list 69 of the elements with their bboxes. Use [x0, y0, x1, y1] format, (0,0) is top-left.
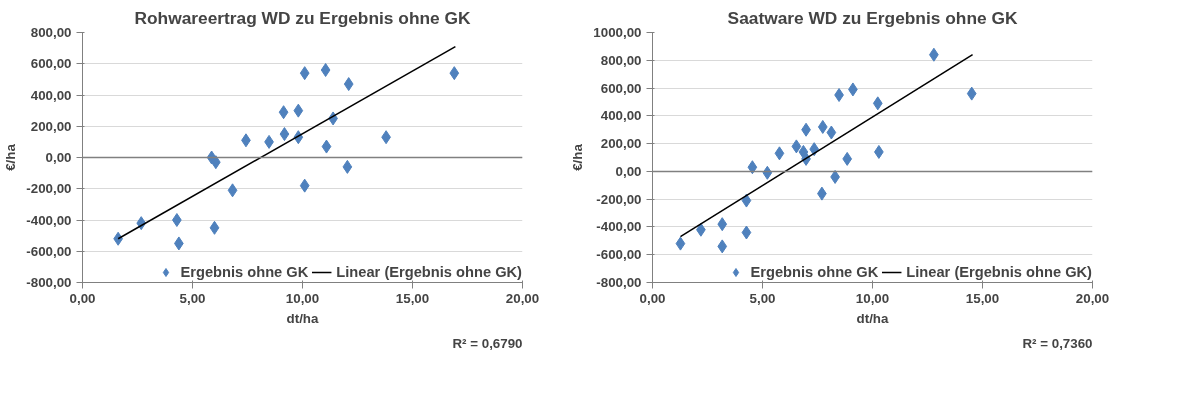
x-tick-label: 20,00 [505, 290, 540, 306]
y-tick-label: 800,00 [30, 25, 72, 40]
y-tick-label: 600,00 [600, 80, 642, 96]
legend-label: Ergebnis ohne GK [750, 264, 879, 280]
point [872, 96, 883, 111]
y-tick-label: 0,00 [45, 150, 72, 165]
point [209, 220, 220, 235]
y-tick-label: 400,00 [30, 87, 72, 103]
x-tick-label: 15,00 [965, 290, 1000, 306]
point [774, 146, 785, 161]
point [172, 213, 182, 227]
x-tick-label: 15,00 [395, 290, 430, 306]
x-axis-title: dt/ha [856, 310, 890, 326]
y-tick-label: -800,00 [596, 275, 642, 290]
point [717, 217, 728, 232]
y-axis-title: €/ha [570, 143, 586, 171]
point [966, 86, 977, 101]
point [747, 160, 758, 175]
x-tick-label: 20,00 [1075, 290, 1110, 306]
point [342, 159, 353, 174]
text: R² = 0,6790 [452, 335, 523, 351]
y-tick-label: -600,00 [26, 243, 72, 259]
y-axis-title: €/ha [3, 143, 19, 171]
point [278, 105, 289, 120]
x-tick-label: 10,00 [285, 290, 320, 306]
y-tick-label: -600,00 [596, 247, 642, 263]
y-tick-label: 1000,00 [593, 25, 642, 40]
point [293, 103, 304, 118]
y-tick-label: -400,00 [596, 219, 642, 235]
point [791, 139, 802, 154]
point [817, 119, 828, 134]
point [210, 155, 221, 170]
x-tick-label: 5,00 [749, 290, 776, 306]
point [449, 66, 460, 81]
chart-title: Rohwareertrag WD zu Ergebnis ohne GK [134, 7, 471, 28]
y-tick-label: 800,00 [600, 52, 642, 68]
point [343, 77, 354, 92]
x-tick-label: 0,00 [639, 290, 666, 306]
y-tick-label: 600,00 [30, 56, 72, 72]
point [227, 183, 238, 198]
point [279, 127, 290, 142]
point [299, 178, 310, 193]
y-tick-label: -200,00 [26, 181, 72, 197]
legend-label: Linear (Ergebnis ohne GK) [336, 264, 522, 280]
point [741, 225, 752, 240]
point [320, 63, 331, 77]
point [741, 193, 752, 208]
text: R² = 0,7360 [1022, 335, 1093, 351]
point [675, 236, 686, 251]
y-tick-label: -200,00 [596, 191, 642, 207]
chart-title: Saatware WD zu Ergebnis ohne GK [727, 7, 1018, 28]
point [299, 66, 310, 81]
point [717, 239, 728, 254]
point [826, 125, 837, 140]
y-tick-label: 200,00 [30, 118, 72, 134]
legend-label: Linear (Ergebnis ohne GK) [906, 264, 1092, 280]
legend-label: Ergebnis ohne GK [180, 264, 309, 280]
x-tick-label: 5,00 [179, 290, 206, 306]
point [321, 139, 332, 154]
y-tick-label: 200,00 [600, 136, 642, 152]
point [834, 88, 844, 102]
x-tick-label: 0,00 [69, 290, 96, 306]
y-tick-label: 0,00 [615, 163, 642, 179]
x-axis-title: dt/ha [286, 310, 320, 326]
point [842, 151, 853, 166]
y-tick-label: 400,00 [600, 108, 642, 124]
y-tick-label: -400,00 [26, 212, 72, 228]
y-tick-label: -800,00 [26, 275, 72, 290]
x-tick-label: 10,00 [855, 290, 890, 306]
